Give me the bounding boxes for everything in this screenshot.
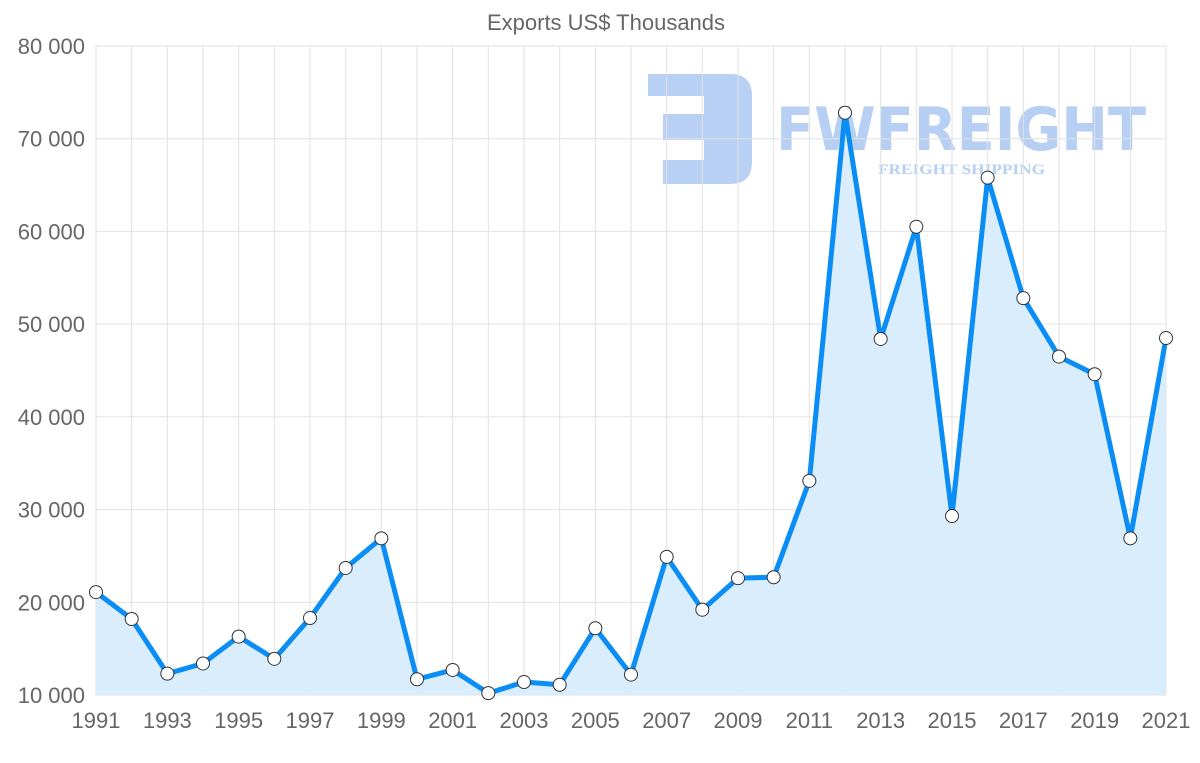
- logo-brand-text: FWFREIGHT: [776, 95, 1146, 165]
- chart-title: Exports US$ Thousands: [487, 10, 725, 35]
- data-point[interactable]: [873, 331, 888, 346]
- data-point[interactable]: [1016, 291, 1031, 306]
- data-point[interactable]: [945, 509, 959, 524]
- data-point[interactable]: [624, 667, 638, 682]
- x-tick-label: 2021: [1142, 708, 1191, 733]
- y-tick-label: 20 000: [18, 590, 85, 615]
- y-tick-label: 70 000: [18, 127, 85, 152]
- x-tick-label: 2015: [928, 708, 977, 733]
- data-point[interactable]: [1159, 331, 1173, 346]
- fwfreight-watermark-logo: FWFREIGHT FREIGHT SHIPPING: [648, 74, 1146, 184]
- x-tick-label: 2003: [500, 708, 549, 733]
- x-tick-label: 2009: [714, 708, 763, 733]
- data-point[interactable]: [1123, 531, 1138, 546]
- x-tick-label: 1993: [143, 708, 192, 733]
- data-point[interactable]: [588, 621, 603, 636]
- x-tick-label: 1999: [357, 708, 406, 733]
- data-point[interactable]: [374, 531, 389, 546]
- x-tick-label: 2001: [428, 708, 477, 733]
- x-tick-label: 2005: [571, 708, 620, 733]
- data-point[interactable]: [552, 677, 567, 692]
- y-tick-label: 10 000: [18, 683, 85, 708]
- data-point[interactable]: [338, 560, 353, 575]
- data-point[interactable]: [802, 473, 817, 488]
- x-tick-label: 2019: [1070, 708, 1119, 733]
- data-point[interactable]: [89, 585, 103, 600]
- logo-tagline-text: FREIGHT SHIPPING: [878, 162, 1045, 178]
- data-point[interactable]: [766, 570, 781, 585]
- data-point[interactable]: [909, 219, 924, 234]
- data-point[interactable]: [731, 571, 745, 586]
- y-tick-label: 80 000: [18, 34, 85, 59]
- y-tick-label: 60 000: [18, 219, 85, 244]
- series-area-fill: [96, 112, 1166, 696]
- x-tick-label: 2011: [786, 708, 833, 733]
- data-point[interactable]: [160, 666, 175, 681]
- data-point[interactable]: [659, 549, 674, 564]
- y-tick-label: 50 000: [18, 312, 85, 337]
- data-point[interactable]: [231, 629, 246, 644]
- data-point[interactable]: [267, 651, 282, 666]
- data-point[interactable]: [1087, 367, 1102, 382]
- data-point[interactable]: [838, 105, 852, 120]
- x-tick-label: 1995: [214, 708, 263, 733]
- data-point[interactable]: [695, 602, 710, 617]
- x-tick-label: 1991: [72, 708, 121, 733]
- data-point[interactable]: [517, 675, 531, 690]
- x-tick-label: 2013: [856, 708, 905, 733]
- data-point[interactable]: [410, 672, 424, 687]
- x-tick-label: 1997: [286, 708, 335, 733]
- data-point[interactable]: [980, 170, 995, 185]
- data-point[interactable]: [196, 656, 210, 671]
- y-tick-label: 40 000: [18, 405, 85, 430]
- data-point[interactable]: [445, 662, 460, 677]
- data-point[interactable]: [481, 686, 496, 701]
- data-point[interactable]: [1052, 349, 1066, 364]
- x-tick-label: 2017: [999, 708, 1048, 733]
- x-tick-label: 2007: [642, 708, 691, 733]
- logo-mark-icon: [648, 74, 752, 184]
- data-point[interactable]: [303, 611, 317, 626]
- data-point[interactable]: [124, 611, 139, 626]
- y-tick-label: 30 000: [18, 498, 85, 523]
